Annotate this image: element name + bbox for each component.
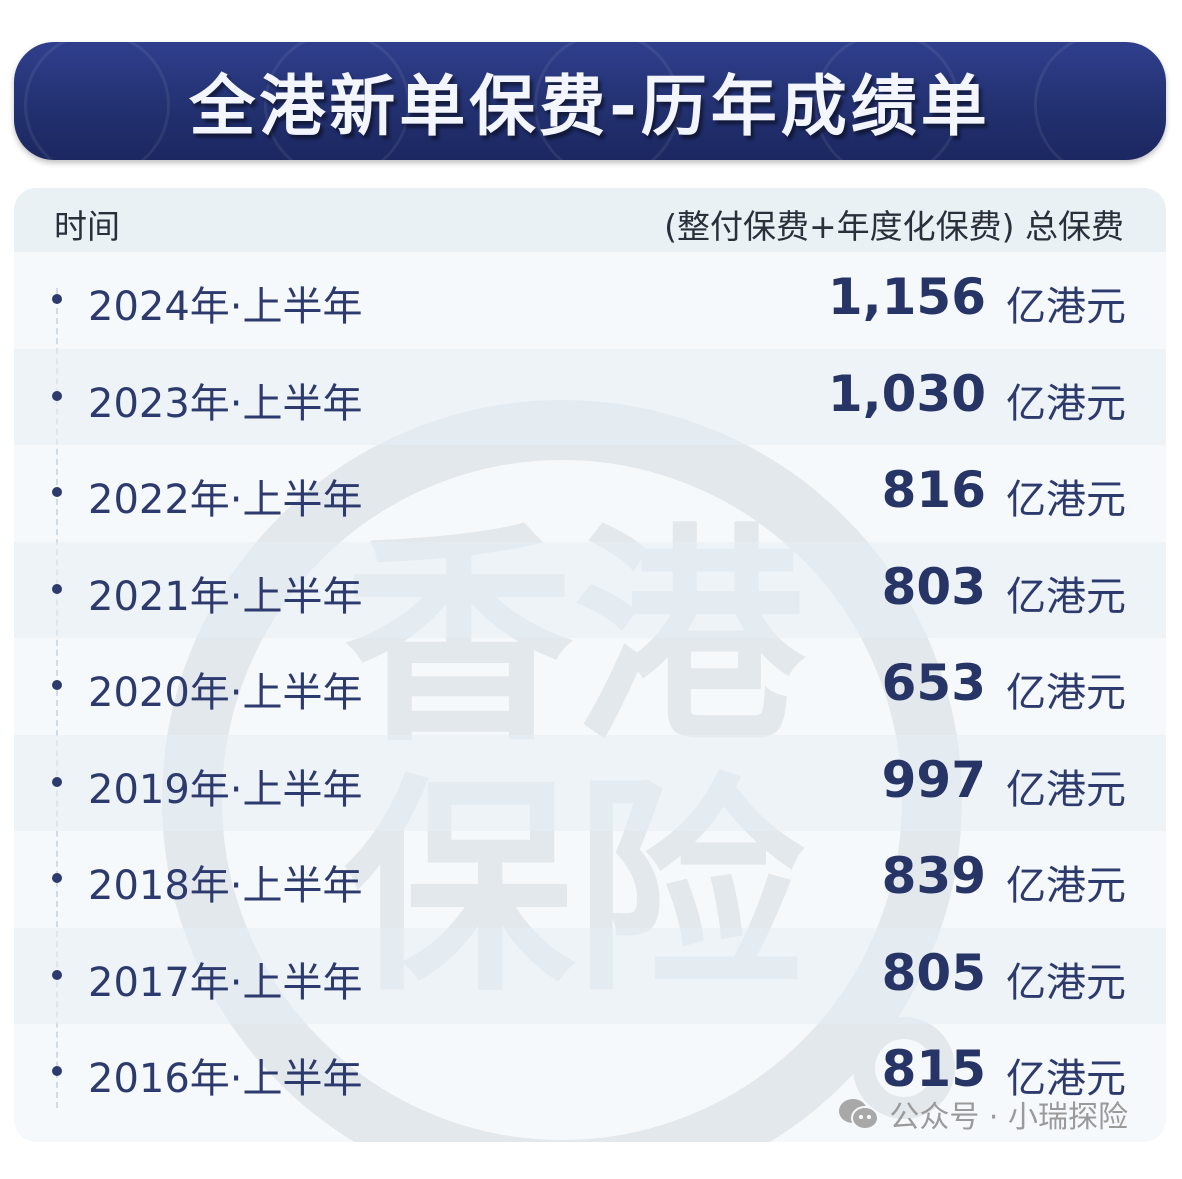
row-period: 2023年·上半年 (88, 380, 363, 427)
row-unit: 亿港元 (1006, 573, 1126, 620)
row-value: 815 (881, 1040, 986, 1098)
table-row: 2021年·上半年 803 亿港元 (14, 541, 1166, 638)
row-value: 1,156 (827, 268, 986, 326)
row-value: 839 (881, 847, 986, 905)
table-row: 2024年·上半年 1,156 亿港元 (14, 252, 1166, 348)
table-row: 2019年·上半年 997 亿港元 (14, 734, 1166, 831)
header-time: 时间 (54, 207, 120, 246)
title-banner: 全港新单保费-历年成绩单 (14, 42, 1166, 160)
row-period: 2020年·上半年 (88, 670, 363, 716)
bullet-dot (52, 487, 62, 497)
table-row: 2023年·上半年 1,030 亿港元 (14, 348, 1166, 445)
row-unit: 亿港元 (1006, 863, 1126, 909)
table-row: 2016年·上半年 815 亿港元 (14, 1024, 1166, 1120)
bullet-dot (52, 1066, 62, 1076)
bullet-dot (52, 390, 62, 401)
row-period: 2022年·上半年 (88, 477, 363, 523)
bullet-dot (52, 969, 62, 980)
row-unit: 亿港元 (1006, 477, 1126, 523)
bullet-dot (52, 776, 62, 787)
watermark-dot (853, 1017, 955, 1119)
table-row: 2018年·上半年 839 亿港元 (14, 831, 1166, 927)
row-value: 816 (881, 461, 986, 519)
wechat-icon (839, 1099, 880, 1130)
row-value: 653 (881, 654, 986, 712)
bullet-dot (52, 680, 62, 690)
footer-text: 公众号 · 小瑞探险 (889, 1100, 1128, 1135)
footer-credit: 公众号 · 小瑞探险 (837, 1084, 1128, 1142)
row-period: 2024年·上半年 (88, 284, 363, 330)
row-period: 2017年·上半年 (88, 959, 363, 1006)
row-unit: 亿港元 (1006, 284, 1126, 330)
row-period: 2016年·上半年 (88, 1056, 363, 1102)
row-unit: 亿港元 (1006, 1056, 1126, 1102)
table-row: 2022年·上半年 816 亿港元 (14, 445, 1166, 541)
bullet-dot (52, 583, 62, 594)
bullet-dot (52, 873, 62, 883)
table-row: 2017年·上半年 805 亿港元 (14, 927, 1166, 1024)
row-unit: 亿港元 (1006, 670, 1126, 716)
row-value: 1,030 (827, 364, 986, 423)
row-value: 805 (881, 943, 986, 1002)
row-period: 2021年·上半年 (88, 573, 363, 620)
row-period: 2018年·上半年 (88, 863, 363, 909)
header-total-premium: (整付保费+年度化保费) 总保费 (664, 207, 1124, 246)
page-title: 全港新单保费-历年成绩单 (189, 68, 991, 145)
timeline-line (56, 288, 58, 1108)
table-header: 时间 (整付保费+年度化保费) 总保费 (14, 188, 1166, 252)
row-unit: 亿港元 (1006, 380, 1126, 427)
row-period: 2019年·上半年 (88, 766, 363, 813)
row-value: 803 (881, 557, 986, 616)
premium-table: 香港 保险 时间 (整付保费+年度化保费) 总保费 2024年·上半年 1,156… (14, 188, 1166, 1142)
bullet-dot (52, 294, 62, 304)
row-unit: 亿港元 (1006, 959, 1126, 1006)
row-unit: 亿港元 (1006, 766, 1126, 813)
table-row: 2020年·上半年 653 亿港元 (14, 638, 1166, 734)
row-value: 997 (881, 750, 986, 809)
